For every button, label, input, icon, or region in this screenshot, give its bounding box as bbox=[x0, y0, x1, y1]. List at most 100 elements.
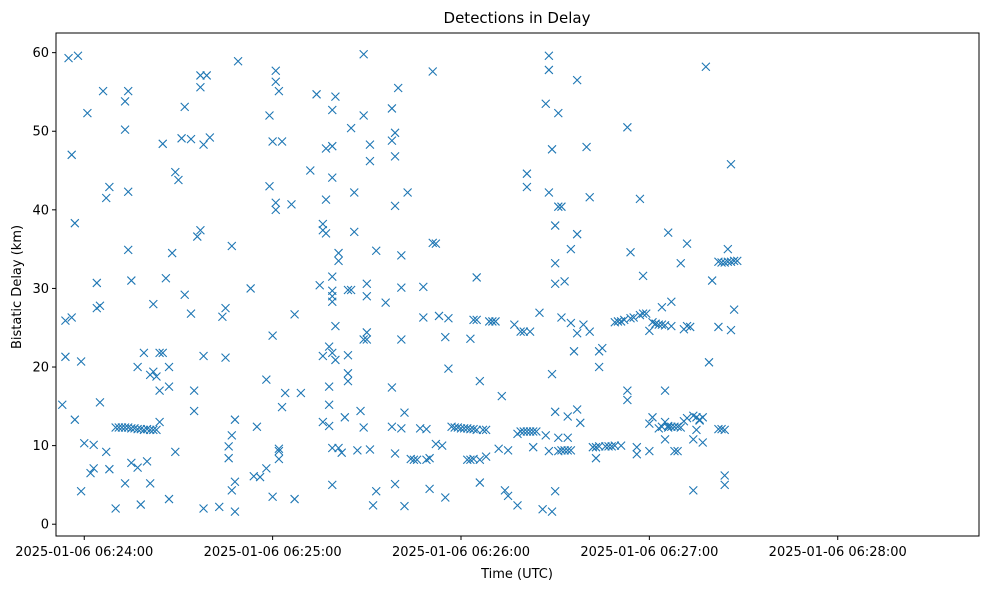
data-point bbox=[305, 166, 315, 175]
data-point bbox=[70, 218, 80, 228]
data-point bbox=[164, 494, 174, 504]
data-point bbox=[343, 368, 353, 378]
data-point bbox=[334, 256, 343, 266]
data-point bbox=[519, 327, 529, 337]
data-point bbox=[356, 406, 365, 416]
data-point bbox=[575, 418, 585, 428]
data-point bbox=[550, 258, 560, 268]
data-point bbox=[170, 447, 180, 457]
data-point bbox=[616, 441, 626, 451]
data-point bbox=[67, 313, 77, 322]
data-point bbox=[494, 444, 504, 454]
x-tick-label: 2025-01-06 06:26:00 bbox=[392, 545, 530, 560]
data-point bbox=[268, 137, 278, 146]
data-point bbox=[111, 423, 121, 432]
data-point bbox=[591, 442, 601, 452]
data-point bbox=[387, 104, 397, 113]
data-point bbox=[717, 424, 726, 434]
data-point bbox=[478, 425, 488, 435]
data-point bbox=[98, 86, 108, 96]
data-point bbox=[528, 427, 538, 436]
data-point bbox=[648, 412, 657, 422]
data-point bbox=[334, 443, 343, 453]
data-point bbox=[61, 352, 70, 362]
x-tick-label: 2025-01-06 06:24:00 bbox=[15, 545, 153, 560]
data-point bbox=[396, 251, 406, 260]
data-point bbox=[522, 427, 532, 436]
data-point bbox=[629, 313, 639, 322]
data-point bbox=[199, 140, 208, 149]
data-point bbox=[682, 239, 692, 249]
y-tick-label: 50 bbox=[32, 125, 49, 140]
data-point bbox=[101, 193, 111, 203]
data-point bbox=[726, 159, 736, 169]
data-point bbox=[472, 273, 482, 282]
data-point bbox=[221, 353, 230, 362]
data-point bbox=[274, 446, 284, 456]
data-point bbox=[601, 442, 610, 451]
data-point bbox=[456, 423, 466, 433]
data-point bbox=[431, 239, 441, 249]
data-point bbox=[522, 182, 532, 192]
data-point bbox=[349, 227, 359, 237]
data-point bbox=[698, 438, 708, 447]
data-point bbox=[202, 71, 212, 80]
data-point bbox=[582, 142, 591, 152]
data-point bbox=[550, 486, 560, 496]
data-point bbox=[76, 486, 86, 496]
data-point bbox=[701, 62, 711, 72]
data-point bbox=[393, 83, 403, 93]
data-point bbox=[365, 140, 375, 149]
data-point bbox=[133, 463, 143, 473]
data-point bbox=[277, 402, 287, 412]
data-point bbox=[538, 504, 548, 514]
data-point bbox=[196, 71, 205, 80]
data-point bbox=[318, 351, 328, 361]
data-point bbox=[230, 477, 240, 487]
data-point bbox=[343, 376, 353, 386]
data-point bbox=[155, 386, 164, 395]
data-point bbox=[271, 198, 281, 208]
data-point bbox=[418, 313, 428, 322]
data-point bbox=[390, 128, 400, 138]
data-point bbox=[349, 188, 359, 197]
data-point bbox=[227, 241, 237, 251]
data-point bbox=[120, 478, 130, 488]
data-point bbox=[271, 66, 281, 76]
data-point bbox=[682, 413, 692, 423]
data-point bbox=[199, 351, 208, 361]
data-point bbox=[660, 386, 670, 395]
data-point bbox=[321, 144, 331, 153]
data-point bbox=[412, 455, 422, 465]
data-point bbox=[268, 331, 278, 340]
data-point bbox=[641, 309, 651, 318]
data-point bbox=[148, 367, 158, 377]
data-point bbox=[566, 445, 576, 455]
data-point bbox=[315, 280, 325, 290]
data-point bbox=[698, 412, 708, 422]
data-point bbox=[318, 219, 328, 229]
data-point bbox=[359, 49, 369, 59]
data-point bbox=[387, 136, 397, 146]
data-point bbox=[155, 417, 164, 427]
data-point bbox=[503, 445, 513, 455]
data-point bbox=[632, 442, 642, 452]
data-point bbox=[475, 455, 485, 465]
data-point bbox=[167, 248, 177, 258]
data-point bbox=[444, 313, 453, 323]
data-point bbox=[280, 388, 290, 398]
data-point bbox=[57, 400, 67, 410]
data-point bbox=[396, 335, 406, 344]
data-point bbox=[145, 478, 155, 488]
data-point bbox=[274, 444, 284, 454]
data-point bbox=[585, 192, 595, 202]
data-point bbox=[519, 427, 529, 436]
data-point bbox=[337, 448, 347, 458]
data-point bbox=[560, 445, 569, 455]
data-point bbox=[409, 455, 419, 465]
data-point bbox=[359, 111, 369, 120]
data-point bbox=[607, 442, 617, 451]
data-point bbox=[550, 221, 560, 230]
data-point bbox=[422, 424, 431, 434]
data-point bbox=[428, 67, 438, 76]
